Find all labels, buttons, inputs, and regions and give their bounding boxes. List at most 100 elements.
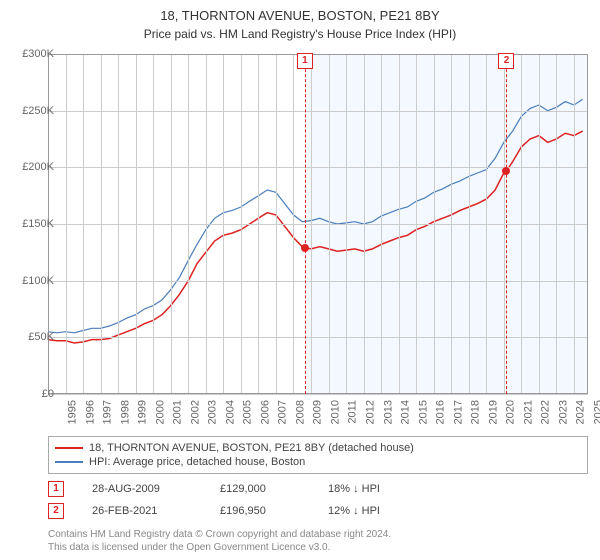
xtick-label: 2012 <box>365 400 377 424</box>
series-price-paid-line <box>48 131 583 343</box>
sale-date: 26-FEB-2021 <box>92 505 192 517</box>
legend-swatch <box>55 447 83 449</box>
chart-container: 18, THORNTON AVENUE, BOSTON, PE21 8BY Pr… <box>0 0 600 560</box>
gridline-v <box>188 54 189 394</box>
xtick-label: 1997 <box>102 400 114 424</box>
gridline-v <box>329 54 330 394</box>
ytick-label: £150K <box>22 218 54 230</box>
xtick-label: 2010 <box>329 400 341 424</box>
xtick-label: 2024 <box>575 400 587 424</box>
xtick-label: 1995 <box>66 400 78 424</box>
series-hpi-line <box>48 99 583 332</box>
xtick-label: 2015 <box>417 400 429 424</box>
footer-line-2: This data is licensed under the Open Gov… <box>48 541 391 554</box>
gridline-v <box>311 54 312 394</box>
ytick-label: £100K <box>22 275 54 287</box>
ytick-label: £250K <box>22 105 54 117</box>
sale-marker-line <box>506 54 507 394</box>
sale-delta: 12% ↓ HPI <box>328 505 380 517</box>
gridline-v <box>556 54 557 394</box>
gridline-v <box>136 54 137 394</box>
footer-attribution: Contains HM Land Registry data © Crown c… <box>48 528 391 554</box>
gridline-v <box>574 54 575 394</box>
legend-item: 18, THORNTON AVENUE, BOSTON, PE21 8BY (d… <box>55 441 581 455</box>
xtick-label: 2001 <box>172 400 184 424</box>
xtick-label: 2017 <box>452 400 464 424</box>
page-subtitle: Price paid vs. HM Land Registry's House … <box>0 25 600 41</box>
legend: 18, THORNTON AVENUE, BOSTON, PE21 8BY (d… <box>48 436 588 474</box>
page-title: 18, THORNTON AVENUE, BOSTON, PE21 8BY <box>0 0 600 25</box>
xtick-label: 2004 <box>224 400 236 424</box>
gridline-v <box>171 54 172 394</box>
gridline-v <box>66 54 67 394</box>
gridline-v <box>258 54 259 394</box>
sale-date: 28-AUG-2009 <box>92 483 192 495</box>
gridline-v <box>434 54 435 394</box>
gridline-v <box>451 54 452 394</box>
xtick-label: 2011 <box>346 400 358 424</box>
xtick-label: 2005 <box>242 400 254 424</box>
sale-row-badge: 2 <box>48 503 64 519</box>
gridline-v <box>241 54 242 394</box>
xtick-label: 2013 <box>382 400 394 424</box>
xtick-label: 2000 <box>154 400 166 424</box>
gridline-v <box>399 54 400 394</box>
xtick-label: 2016 <box>435 400 447 424</box>
xtick-label: 2019 <box>487 400 499 424</box>
xtick-label: 1999 <box>137 400 149 424</box>
xtick-label: 2021 <box>522 400 534 424</box>
gridline-v <box>276 54 277 394</box>
gridline-v <box>101 54 102 394</box>
xtick-label: 2008 <box>294 400 306 424</box>
sales-table: 1 28-AUG-2009 £129,000 18% ↓ HPI 2 26-FEB-202… <box>48 478 380 522</box>
ytick-label: £300K <box>22 48 54 60</box>
xtick-label: 2025 <box>592 400 600 424</box>
gridline-v <box>381 54 382 394</box>
gridline-v <box>521 54 522 394</box>
xtick-label: 2020 <box>505 400 517 424</box>
sale-marker-badge: 2 <box>498 53 514 69</box>
gridline-v <box>346 54 347 394</box>
ytick-label: £50K <box>28 331 54 343</box>
gridline-v <box>504 54 505 394</box>
xtick-label: 2023 <box>557 400 569 424</box>
xtick-label: 2009 <box>312 400 324 424</box>
gridline-v <box>293 54 294 394</box>
xtick-label: 1996 <box>84 400 96 424</box>
sale-row-badge: 1 <box>48 481 64 497</box>
xtick-label: 2022 <box>540 400 552 424</box>
gridline-v <box>223 54 224 394</box>
ytick-label: £200K <box>22 161 54 173</box>
legend-label: HPI: Average price, detached house, Bost… <box>89 456 305 468</box>
legend-item: HPI: Average price, detached house, Bost… <box>55 455 581 469</box>
xtick-label: 2007 <box>277 400 289 424</box>
xtick-label: 2002 <box>189 400 201 424</box>
xtick-label: 2003 <box>207 400 219 424</box>
sale-delta: 18% ↓ HPI <box>328 483 380 495</box>
sale-row: 2 26-FEB-2021 £196,950 12% ↓ HPI <box>48 500 380 522</box>
xtick-label: 2018 <box>470 400 482 424</box>
gridline-h <box>48 394 588 395</box>
gridline-v <box>486 54 487 394</box>
gridline-v <box>539 54 540 394</box>
gridline-v <box>206 54 207 394</box>
sale-marker-badge: 1 <box>297 53 313 69</box>
gridline-v <box>118 54 119 394</box>
plot-area: 12 <box>48 54 588 394</box>
legend-label: 18, THORNTON AVENUE, BOSTON, PE21 8BY (d… <box>89 442 414 454</box>
xtick-label: 1998 <box>119 400 131 424</box>
xtick-label: 2006 <box>259 400 271 424</box>
gridline-v <box>83 54 84 394</box>
sale-price: £129,000 <box>220 483 300 495</box>
legend-swatch <box>55 461 83 463</box>
sale-marker-line <box>305 54 306 394</box>
footer-line-1: Contains HM Land Registry data © Crown c… <box>48 528 391 541</box>
gridline-v <box>153 54 154 394</box>
sale-marker-dot <box>301 244 309 252</box>
sale-row: 1 28-AUG-2009 £129,000 18% ↓ HPI <box>48 478 380 500</box>
xtick-label: 2014 <box>400 400 412 424</box>
gridline-v <box>469 54 470 394</box>
sale-price: £196,950 <box>220 505 300 517</box>
gridline-v <box>364 54 365 394</box>
gridline-v <box>416 54 417 394</box>
